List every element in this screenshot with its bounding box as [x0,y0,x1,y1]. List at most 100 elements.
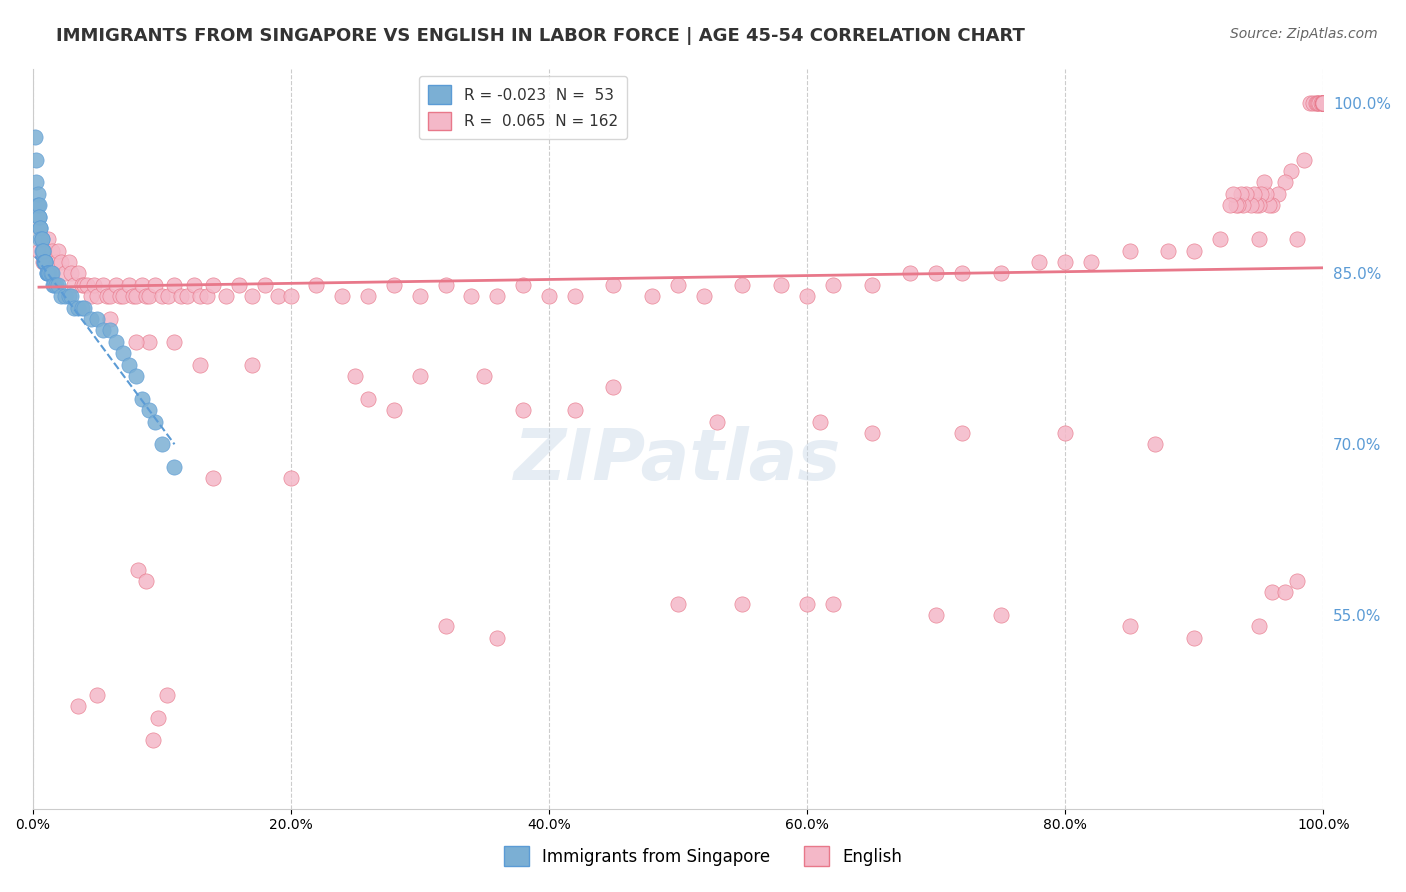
Point [1309,95,1331,110]
Point [83,277,105,292]
Point [49,255,72,269]
Point [1312,95,1334,110]
Point [60,289,83,303]
Point [602,380,624,394]
Point [1247,232,1270,246]
Point [31,244,53,258]
Point [821,277,844,292]
Point [1299,95,1322,110]
Point [808,415,831,429]
Point [486,631,509,645]
Point [202,471,225,485]
Point [1292,153,1315,167]
Point [1310,95,1333,110]
Point [163,334,186,349]
Point [990,267,1012,281]
Point [163,277,186,292]
Point [32,255,55,269]
Point [30,232,52,246]
Point [93,323,115,337]
Point [666,597,689,611]
Point [898,267,921,281]
Point [62,277,84,292]
Point [24,129,46,144]
Point [138,289,160,303]
Point [731,277,754,292]
Point [28,198,51,212]
Point [111,346,134,360]
Point [163,460,186,475]
Point [860,277,883,292]
Point [1118,619,1140,633]
Point [150,437,173,451]
Point [1225,198,1247,212]
Point [1312,95,1334,110]
Point [31,244,53,258]
Point [1243,186,1265,201]
Point [434,619,457,633]
Point [925,608,948,623]
Point [1080,255,1102,269]
Point [460,289,482,303]
Point [93,277,115,292]
Point [45,255,67,269]
Point [45,277,67,292]
Point [49,289,72,303]
Point [125,289,148,303]
Point [60,267,83,281]
Point [796,289,818,303]
Point [472,368,495,383]
Point [34,255,56,269]
Point [1312,95,1334,110]
Point [1209,232,1232,246]
Point [30,221,52,235]
Point [156,688,179,702]
Point [215,289,238,303]
Point [31,232,53,246]
Point [305,277,328,292]
Point [1232,198,1254,212]
Point [127,563,149,577]
Point [1286,232,1309,246]
Point [1247,619,1270,633]
Point [31,232,53,246]
Point [1260,585,1282,599]
Point [409,368,432,383]
Point [79,289,101,303]
Point [70,277,93,292]
Point [1312,95,1334,110]
Point [1240,198,1263,212]
Point [170,289,193,303]
Point [770,277,793,292]
Point [131,277,153,292]
Point [42,277,65,292]
Point [86,312,108,326]
Point [641,289,664,303]
Point [1312,95,1334,110]
Point [125,334,148,349]
Point [1260,198,1282,212]
Point [486,289,509,303]
Point [382,277,405,292]
Point [267,289,290,303]
Point [79,312,101,326]
Point [146,710,169,724]
Point [73,301,96,315]
Point [96,289,118,303]
Point [138,403,160,417]
Point [1118,244,1140,258]
Point [409,289,432,303]
Point [990,608,1012,623]
Point [537,289,560,303]
Point [512,403,534,417]
Point [143,415,166,429]
Point [141,733,163,747]
Point [1286,574,1309,588]
Point [434,277,457,292]
Point [34,255,56,269]
Point [183,277,205,292]
Legend: R = -0.023  N =  53, R =  0.065  N = 162: R = -0.023 N = 53, R = 0.065 N = 162 [419,76,627,139]
Point [98,289,121,303]
Point [1312,95,1334,110]
Point [1308,95,1330,110]
